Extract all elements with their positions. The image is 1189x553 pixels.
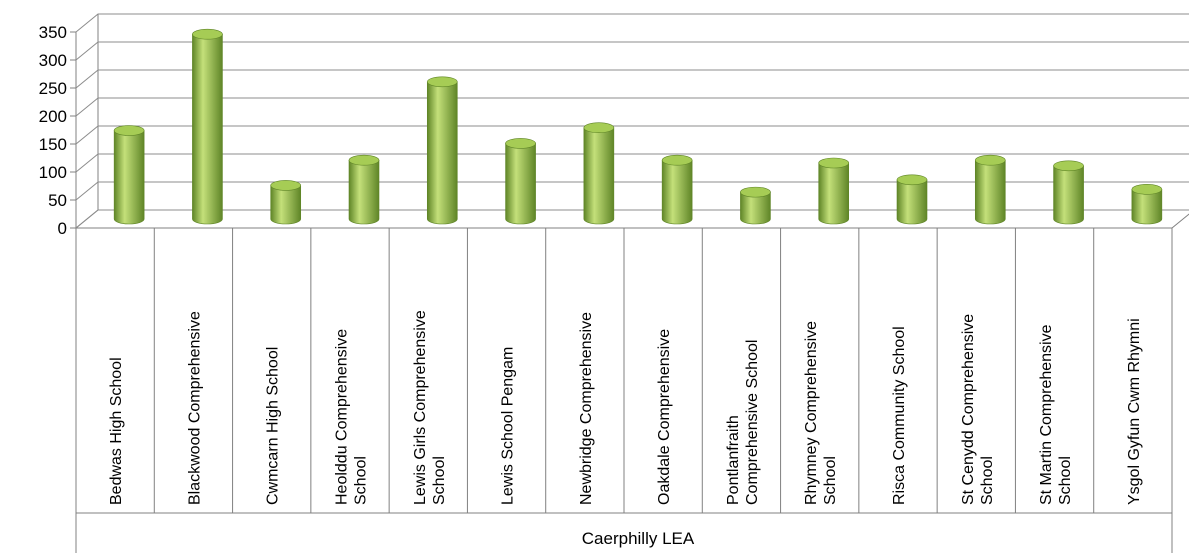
bar-body — [974, 159, 1006, 225]
category-label: Blackwood Comprehensive — [186, 311, 203, 505]
bar — [896, 174, 928, 225]
bar — [426, 76, 458, 225]
y-tick-label: 100 — [39, 163, 67, 182]
y-tick-label: 350 — [39, 23, 67, 42]
category-label: Newbridge Comprehensive — [578, 312, 595, 505]
bar — [583, 122, 615, 225]
bar-body — [818, 162, 850, 225]
bar-body — [661, 159, 693, 225]
bar-body — [113, 130, 145, 225]
category-label: Cwmcarn High School — [265, 347, 282, 505]
bar — [348, 154, 380, 225]
bar-top — [896, 174, 928, 186]
bar — [1053, 160, 1084, 225]
bar-top — [1053, 160, 1084, 172]
gridline — [75, 97, 1189, 117]
gridline — [75, 125, 1189, 145]
bar-top — [661, 154, 693, 166]
category-label: Oakdale Comprehensive — [656, 329, 673, 505]
gridline — [75, 153, 1189, 173]
category-label: Pontlanfraith Comprehensive School — [725, 340, 761, 505]
category-label: Heolddu Comprehensive School — [334, 329, 370, 505]
y-tick-label: 150 — [39, 135, 67, 154]
bar-body — [426, 81, 458, 225]
bar — [192, 28, 223, 225]
y-axis-ticks: 0 50 100 150 200 250 300 350 — [39, 23, 76, 238]
bar — [1131, 184, 1163, 225]
bar-body — [1053, 165, 1084, 225]
bar-body — [740, 191, 771, 225]
bar-top — [192, 28, 223, 40]
bar-top — [113, 125, 145, 136]
gridline — [75, 13, 1189, 33]
bar-top — [505, 138, 536, 149]
bar — [974, 154, 1006, 225]
bar — [113, 125, 145, 225]
bar — [661, 154, 693, 225]
gridline — [75, 181, 1189, 201]
category-label: Ysgol Gyfun Cwm Rhymni — [1126, 318, 1143, 505]
bar-body — [348, 159, 380, 225]
gridlines — [75, 13, 1189, 229]
y-tick-label: 250 — [39, 79, 67, 98]
group-label: Caerphilly LEA — [582, 529, 695, 548]
x-axis-table: Bedwas High School Blackwood Comprehensiv… — [75, 228, 1173, 553]
bar-top — [1131, 184, 1163, 195]
category-label: St Martin Comprehensive School — [1038, 324, 1074, 505]
category-label: St Cenydd Comprehensive School — [960, 314, 996, 505]
bar-body — [896, 179, 928, 225]
category-label: Lewis School Pengam — [500, 347, 517, 505]
category-label: Bedwas High School — [108, 357, 125, 505]
bar-top — [740, 186, 771, 198]
chart-walls — [74, 14, 1189, 229]
bar-top — [426, 76, 458, 88]
category-label: Rhymney Comprehensive School — [803, 321, 839, 505]
bar-body — [270, 185, 302, 225]
bar-body — [583, 127, 615, 225]
category-label: Lewis Girls Comprehensive School — [412, 310, 448, 505]
bar-top — [974, 154, 1006, 166]
bars — [113, 28, 1163, 225]
y-tick-label: 0 — [58, 219, 67, 238]
bar — [740, 186, 771, 225]
bar-body — [505, 143, 536, 225]
y-tick-label: 200 — [39, 107, 67, 126]
category-label: Risca Community School — [891, 326, 908, 505]
gridline — [75, 41, 1189, 61]
bar — [270, 180, 302, 225]
bar-top — [818, 157, 850, 169]
y-tick-label: 50 — [48, 191, 67, 210]
bar-body — [1131, 189, 1163, 225]
floor — [74, 209, 1189, 229]
bar-top — [583, 122, 615, 134]
bar-top — [348, 154, 380, 166]
gridline — [75, 69, 1189, 89]
bar-top — [270, 180, 302, 191]
bar — [505, 138, 536, 225]
bar — [818, 157, 850, 225]
y-tick-label: 300 — [39, 51, 67, 70]
bar-body — [192, 33, 223, 225]
